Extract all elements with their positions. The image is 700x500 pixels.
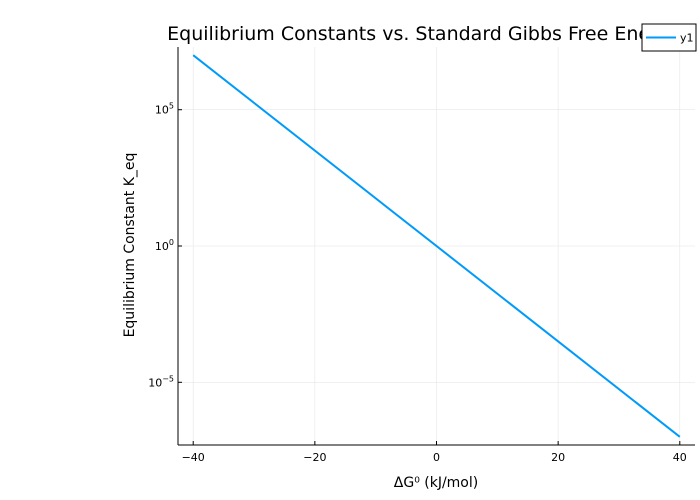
x-tick-label: 20 [551, 451, 565, 464]
y-axis-label: Equilibrium Constant K_eq [122, 153, 138, 338]
axes [177, 47, 695, 446]
x-tick-label: 40 [673, 451, 687, 464]
y-tick-label: 100 [155, 238, 174, 253]
x-tick-label: −20 [303, 451, 326, 464]
x-axis-label: ΔG⁰ (kJ/mol) [394, 475, 478, 491]
series-line-y1 [192, 54, 681, 438]
legend-label-y1: y1 [680, 32, 694, 45]
y-tick-label: 10−5 [148, 374, 174, 389]
x-tick-label: −40 [182, 451, 205, 464]
x-tick-labels: −40 −20 0 20 40 [182, 451, 687, 464]
series-lines [192, 54, 681, 438]
chart-title: Equilibrium Constants vs. Standard Gibbs… [167, 23, 681, 45]
legend: y1 [641, 23, 697, 52]
x-tick-label: 0 [433, 451, 440, 464]
y-tick-labels: 10−5 100 105 [148, 102, 174, 390]
y-tick-label: 105 [155, 102, 174, 117]
